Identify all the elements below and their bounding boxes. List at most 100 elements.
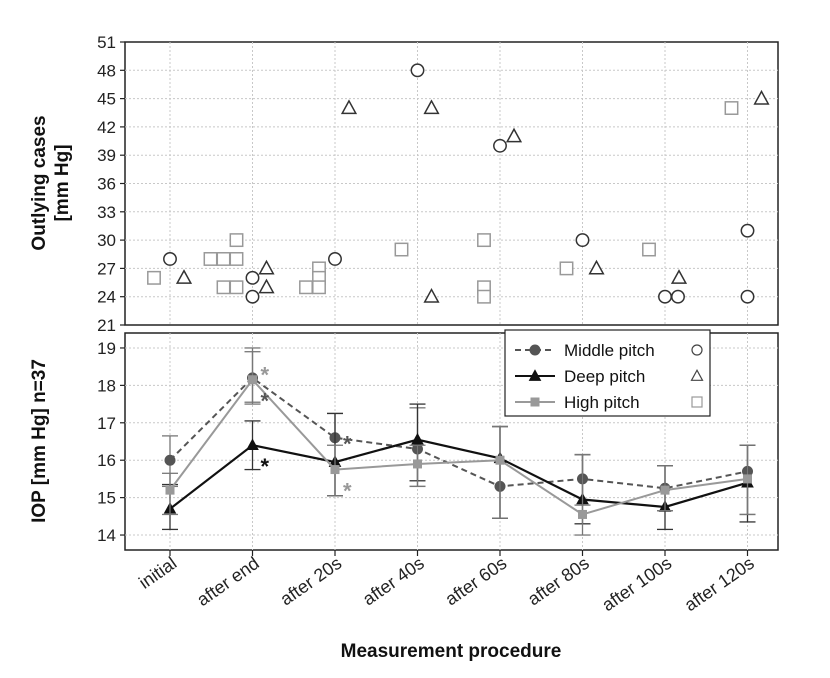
outlier-point-middle-pitch — [493, 138, 507, 153]
outlier-point-middle-pitch — [328, 252, 342, 266]
legend: Middle pitch Deep pitch High pitch — [504, 329, 711, 417]
outliers-y-tick-label: 30 — [97, 231, 116, 250]
outlier-point-high-pitch — [477, 233, 491, 248]
data-point-high-pitch — [578, 509, 587, 519]
significance-star: * — [261, 362, 270, 387]
outlier-point-high-pitch — [559, 261, 574, 276]
outlier-point-high-pitch — [216, 252, 231, 266]
data-point-high-pitch — [248, 375, 257, 385]
outlier-point-high-pitch — [229, 252, 244, 266]
outlier-point-deep-pitch — [340, 99, 358, 115]
data-point-high-pitch — [413, 459, 422, 469]
data-point-high-pitch — [660, 485, 670, 495]
outlier-point-deep-pitch — [175, 269, 193, 284]
data-point-high-pitch — [330, 465, 340, 475]
outlier-point-high-pitch — [299, 280, 313, 295]
legend-marker-high-pitch — [530, 397, 540, 407]
outliers-y-tick-label: 33 — [97, 203, 116, 222]
outliers-y-tick-label: 45 — [97, 90, 116, 109]
iop-series — [162, 347, 756, 536]
outlier-point-deep-pitch — [505, 127, 523, 143]
outlier-point-high-pitch — [216, 280, 231, 295]
x-axis-label: Measurement procedure — [341, 641, 562, 662]
legend-marker-deep-pitch — [528, 369, 542, 381]
data-point-high-pitch — [743, 474, 752, 484]
outlier-point-deep-pitch — [423, 288, 440, 303]
x-tick-label: after 20s — [276, 553, 345, 610]
iop-y-tick-label: 15 — [97, 489, 116, 508]
significance-marks: ***** — [261, 362, 353, 503]
legend-label-middle-pitch: Middle pitch — [564, 341, 655, 360]
iop-plot-frame — [124, 332, 779, 551]
x-tick-label: after 100s — [598, 553, 675, 615]
outliers-points — [147, 63, 770, 304]
outlier-point-high-pitch — [394, 242, 409, 257]
outlier-point-middle-pitch — [245, 289, 260, 304]
significance-star: * — [343, 478, 352, 503]
legend-items: Middle pitch Deep pitch High pitch — [515, 341, 704, 412]
x-tick-label: after 60s — [441, 553, 510, 610]
x-tick-labels: initial after end after 20s after 40s after … — [135, 553, 758, 615]
outlier-point-middle-pitch — [658, 289, 672, 304]
outliers-y-axis-label-line1: Outlying cases — [29, 115, 50, 250]
iop-y-axis-label: IOP [mm Hg] n=37 — [29, 359, 50, 523]
outlier-point-middle-pitch — [410, 63, 425, 78]
outlier-point-middle-pitch — [740, 223, 755, 238]
outlier-point-middle-pitch — [740, 289, 755, 304]
x-tick-label: after 120s — [681, 553, 758, 615]
outlier-point-deep-pitch — [258, 278, 275, 294]
iop-y-ticks: 14 15 16 17 18 19 — [97, 339, 125, 545]
data-point-deep-pitch — [411, 432, 424, 445]
outlier-point-high-pitch — [229, 233, 244, 248]
iop-y-tick-label: 19 — [97, 339, 116, 358]
iop-y-tick-label: 16 — [97, 451, 116, 470]
legend-outlier-marker-deep-pitch — [690, 368, 704, 381]
legend-label-high-pitch: High pitch — [564, 393, 640, 412]
legend-outlier-marker-middle-pitch — [691, 344, 703, 356]
outlier-point-high-pitch — [312, 280, 326, 295]
outlier-point-high-pitch — [147, 270, 161, 285]
outliers-y-tick-label: 21 — [97, 316, 116, 335]
data-point-high-pitch — [495, 455, 505, 465]
outlier-point-high-pitch — [724, 101, 739, 115]
outlier-point-middle-pitch — [671, 289, 685, 304]
series-high-pitch — [162, 347, 756, 536]
significance-star: * — [261, 389, 270, 414]
outliers-y-ticks: 21 24 27 30 33 36 39 42 45 48 51 — [97, 33, 125, 335]
data-point-deep-pitch — [246, 438, 259, 451]
outlier-point-deep-pitch — [423, 99, 440, 115]
outlier-point-middle-pitch — [575, 233, 590, 248]
outliers-grid — [125, 42, 778, 325]
outliers-y-tick-label: 36 — [97, 175, 116, 194]
significance-star: * — [261, 454, 270, 479]
x-tick-label: initial — [135, 553, 180, 593]
legend-label-deep-pitch: Deep pitch — [564, 367, 645, 386]
outliers-y-tick-label: 24 — [97, 288, 116, 307]
outlier-point-deep-pitch — [258, 259, 275, 275]
outlier-point-high-pitch — [642, 242, 656, 257]
iop-y-tick-label: 17 — [97, 414, 116, 433]
legend-outlier-marker-high-pitch — [691, 396, 703, 408]
series-line-middle-pitch — [169, 376, 748, 490]
legend-marker-middle-pitch — [529, 344, 541, 356]
outlier-point-deep-pitch — [670, 269, 688, 284]
outliers-y-axis-label-line2: [mm Hg] — [52, 144, 73, 221]
outliers-y-tick-label: 42 — [97, 118, 116, 137]
outlier-point-high-pitch — [477, 289, 491, 304]
iop-y-tick-label: 14 — [97, 526, 116, 545]
outliers-y-tick-label: 51 — [97, 33, 116, 52]
significance-star: * — [343, 432, 352, 457]
outliers-y-tick-label: 27 — [97, 259, 116, 278]
outlier-point-deep-pitch — [753, 89, 770, 105]
series-line-high-pitch — [169, 378, 748, 516]
outlier-point-middle-pitch — [163, 252, 177, 266]
outlier-point-deep-pitch — [588, 259, 605, 275]
x-tick-label: after 40s — [359, 553, 428, 610]
outliers-y-tick-label: 48 — [97, 61, 116, 80]
iop-y-tick-label: 18 — [97, 376, 116, 395]
x-tick-label: after 80s — [524, 553, 593, 610]
outlier-point-middle-pitch — [245, 270, 260, 285]
outliers-y-tick-label: 39 — [97, 146, 116, 165]
